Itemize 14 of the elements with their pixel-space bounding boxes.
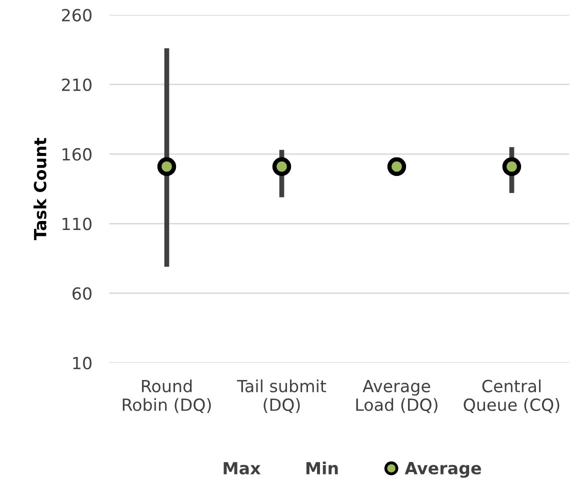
text: Min — [306, 462, 338, 474]
y-tick-label: 210 — [62, 78, 92, 92]
y-tick-label: 10 — [73, 356, 92, 370]
text: Max — [224, 462, 261, 474]
x-tick-label: Tail submit (DQ) — [236, 379, 326, 413]
y-tick-label: 110 — [62, 218, 92, 230]
y-tick-label: 160 — [62, 148, 92, 161]
y-tick-label: 260 — [62, 8, 92, 22]
x-tick-label: Central Queue (CQ) — [464, 379, 560, 413]
x-tick-label: Average Load (DQ) — [356, 380, 438, 413]
y-tick-label: 60 — [72, 287, 92, 300]
y-axis-title: Task Count — [34, 138, 46, 240]
x-tick-label: Round Robin (DQ) — [122, 379, 211, 413]
legend-label: Average — [404, 462, 482, 478]
